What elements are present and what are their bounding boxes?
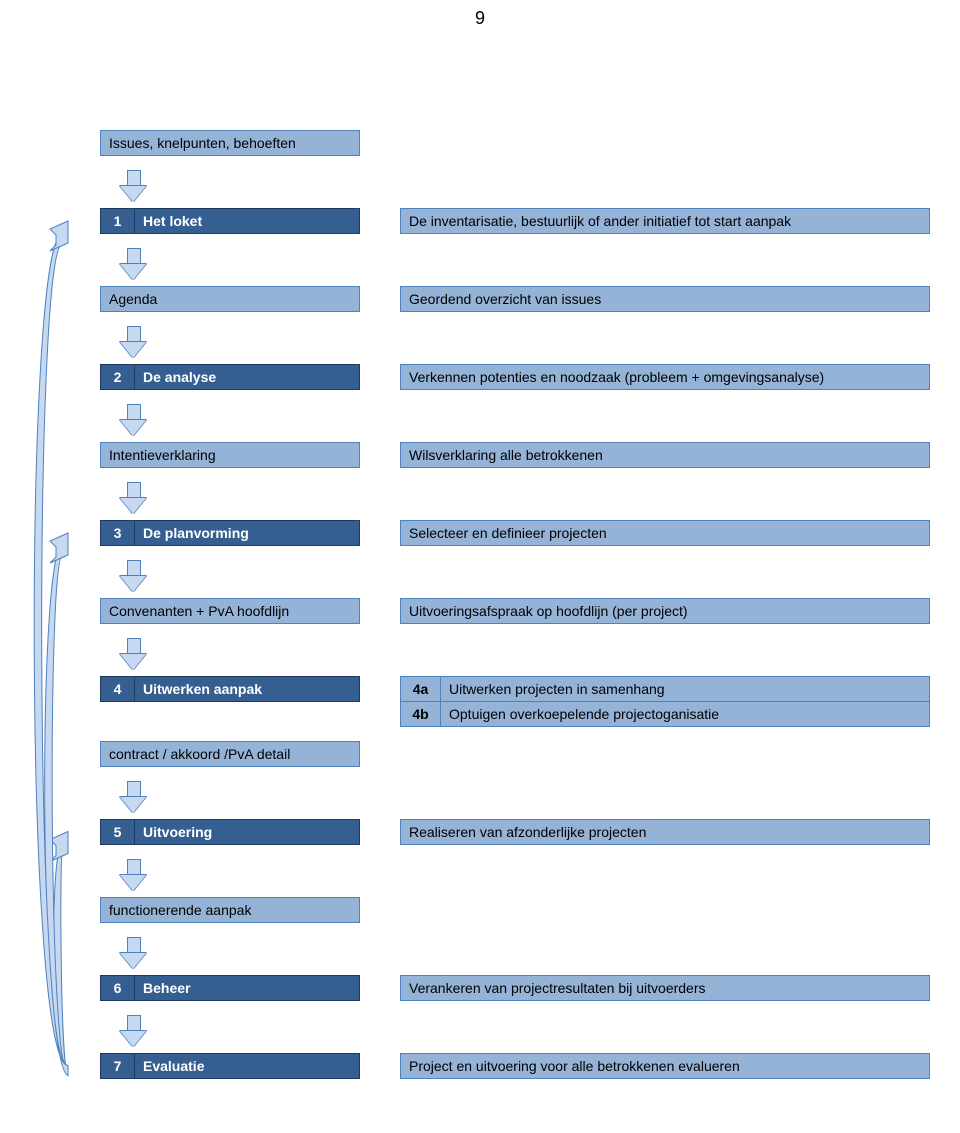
diagram-row: 2De analyse Verkennen potenties en noodza…	[30, 364, 930, 390]
left-box-label: Het loket	[134, 208, 360, 234]
page-number: 9	[475, 8, 485, 29]
diagram-row: Convenanten + PvA hoofdlijn Uitvoeringsaf…	[30, 598, 930, 624]
down-arrow-icon	[120, 404, 146, 438]
right-sub-number: 4b	[400, 701, 440, 727]
diagram-row: Issues, knelpunten, behoeften	[30, 130, 930, 156]
diagram-row: functionerende aanpak	[30, 897, 930, 923]
right-box: Verankeren van projectresultaten bij uit…	[400, 975, 930, 1001]
down-arrow-icon	[120, 326, 146, 360]
diagram-row: 3De planvorming Selecteer en definieer pr…	[30, 520, 930, 546]
right-box: Selecteer en definieer projecten	[400, 520, 930, 546]
right-box: De inventarisatie, bestuurlijk of ander …	[400, 208, 930, 234]
right-box: Project en uitvoering voor alle betrokke…	[400, 1053, 930, 1079]
left-box: contract / akkoord /PvA detail	[100, 741, 360, 767]
left-box-label: Beheer	[134, 975, 360, 1001]
right-sub-label: Optuigen overkoepelende projectoganisati…	[440, 701, 930, 727]
down-arrow-icon	[120, 560, 146, 594]
left-box-label: Uitvoering	[134, 819, 360, 845]
down-arrow-icon	[120, 482, 146, 516]
right-sub-number: 4a	[400, 676, 440, 702]
left-box-number: 1	[100, 208, 134, 234]
left-box-label: De planvorming	[134, 520, 360, 546]
down-arrow-icon	[120, 859, 146, 893]
diagram-row: contract / akkoord /PvA detail	[30, 741, 930, 767]
left-box: functionerende aanpak	[100, 897, 360, 923]
right-box: Realiseren van afzonderlijke projecten	[400, 819, 930, 845]
down-arrow-icon	[120, 638, 146, 672]
right-box: Uitvoeringsafspraak op hoofdlijn (per pr…	[400, 598, 930, 624]
right-sub-label: Uitwerken projecten in samenhang	[440, 676, 930, 702]
down-arrow-icon	[120, 781, 146, 815]
left-box-label: Evaluatie	[134, 1053, 360, 1079]
diagram-row: 5Uitvoering Realiseren van afzonderlijke …	[30, 819, 930, 845]
diagram-row: 4Uitwerken aanpak 4aUitwerken projecten i…	[30, 676, 930, 727]
left-box-number: 6	[100, 975, 134, 1001]
left-box-label: De analyse	[134, 364, 360, 390]
diagram-row: 7Evaluatie Project en uitvoering voor all…	[30, 1053, 930, 1079]
left-box: Intentieverklaring	[100, 442, 360, 468]
down-arrow-icon	[120, 170, 146, 204]
process-diagram: Issues, knelpunten, behoeften 1Het loket D…	[30, 130, 930, 1093]
right-box: Wilsverklaring alle betrokkenen	[400, 442, 930, 468]
down-arrow-icon	[120, 937, 146, 971]
down-arrow-icon	[120, 1015, 146, 1049]
left-box: Agenda	[100, 286, 360, 312]
left-box: Convenanten + PvA hoofdlijn	[100, 598, 360, 624]
left-box-label: Uitwerken aanpak	[134, 676, 360, 702]
diagram-row: 6Beheer Verankeren van projectresultaten …	[30, 975, 930, 1001]
diagram-row: 1Het loket De inventarisatie, bestuurlijk…	[30, 208, 930, 234]
down-arrow-icon	[120, 248, 146, 282]
diagram-row: Agenda Geordend overzicht van issues	[30, 286, 930, 312]
left-box-number: 4	[100, 676, 134, 702]
right-box: Geordend overzicht van issues	[400, 286, 930, 312]
left-box-number: 7	[100, 1053, 134, 1079]
left-box-number: 5	[100, 819, 134, 845]
right-box: Verkennen potenties en noodzaak (problee…	[400, 364, 930, 390]
diagram-row: Intentieverklaring Wilsverklaring alle be…	[30, 442, 930, 468]
left-box: Issues, knelpunten, behoeften	[100, 130, 360, 156]
left-box-number: 3	[100, 520, 134, 546]
left-box-number: 2	[100, 364, 134, 390]
